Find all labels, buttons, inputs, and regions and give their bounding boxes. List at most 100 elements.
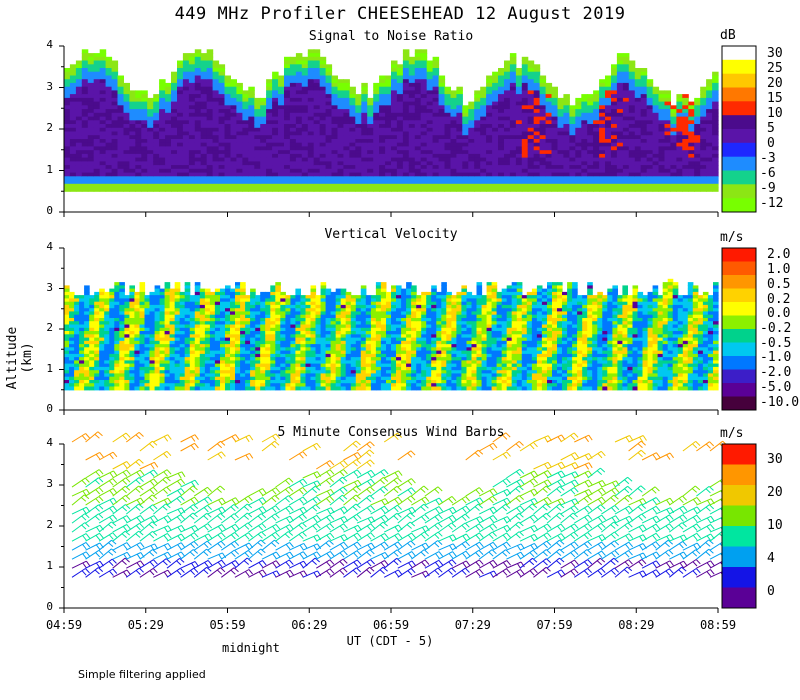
velocity-cell xyxy=(225,366,231,371)
snr-cell xyxy=(165,131,172,136)
snr-cell xyxy=(75,183,83,189)
velocity-cell xyxy=(144,386,151,391)
snr-cell xyxy=(438,135,446,140)
velocity-cell xyxy=(255,344,261,348)
snr-cell xyxy=(385,101,392,106)
snr-cell xyxy=(373,116,380,121)
snr-cell xyxy=(230,183,237,189)
velocity-cell xyxy=(220,344,226,348)
snr-cell xyxy=(99,139,107,144)
velocity-cell xyxy=(114,360,120,365)
snr-cell xyxy=(99,120,107,125)
snr-cell xyxy=(117,124,124,129)
velocity-cell xyxy=(275,311,281,316)
snr-cell xyxy=(676,161,683,166)
velocity-cell xyxy=(275,370,281,375)
snr-cell xyxy=(486,101,493,106)
velocity-cell xyxy=(235,383,241,388)
snr-cell xyxy=(75,153,83,159)
snr-cell xyxy=(391,161,398,166)
velocity-cell xyxy=(164,376,171,381)
velocity-cell xyxy=(89,383,95,388)
snr-cell xyxy=(468,168,475,174)
snr-cell xyxy=(289,86,297,91)
snr-cell xyxy=(301,94,309,99)
snr-cell xyxy=(99,187,107,192)
velocity-cell xyxy=(69,376,75,381)
snr-cell xyxy=(194,187,202,192)
snr-cell xyxy=(700,187,707,192)
snr-cell xyxy=(343,139,350,144)
snr-cell xyxy=(557,183,564,189)
snr-cell xyxy=(355,109,362,114)
velocity-cell xyxy=(255,363,261,368)
velocity-cell xyxy=(99,308,105,313)
velocity-cell xyxy=(295,291,301,296)
velocity-cell xyxy=(265,363,271,368)
velocity-cell xyxy=(159,314,166,319)
velocity-cell xyxy=(104,357,110,361)
snr-cell xyxy=(498,183,505,189)
velocity-cell xyxy=(149,334,156,339)
snr-cell xyxy=(616,131,624,136)
snr-cell xyxy=(224,82,231,88)
snr-cell xyxy=(325,97,333,103)
snr-cell xyxy=(450,161,457,166)
snr-cell xyxy=(159,120,166,125)
snr-cell xyxy=(272,109,279,114)
snr-cell xyxy=(153,94,160,99)
velocity-cell xyxy=(154,383,161,388)
velocity-cell xyxy=(169,327,176,332)
snr-cell xyxy=(159,168,166,174)
snr-cell xyxy=(474,90,481,95)
snr-cell xyxy=(575,142,582,147)
snr-cell xyxy=(69,116,77,121)
velocity-cell xyxy=(139,340,146,345)
velocity-cell xyxy=(209,298,216,303)
velocity-cell xyxy=(134,363,140,368)
velocity-cell xyxy=(295,363,301,368)
snr-cell xyxy=(254,183,261,189)
snr-cell xyxy=(147,139,154,144)
snr-cell xyxy=(301,142,309,147)
snr-cell xyxy=(319,168,327,174)
snr-cell xyxy=(153,142,160,147)
snr-cell xyxy=(432,142,440,147)
velocity-cell xyxy=(285,350,291,355)
snr-cell xyxy=(569,168,576,174)
velocity-cell xyxy=(194,370,201,375)
snr-cell xyxy=(408,150,416,155)
snr-cell xyxy=(444,180,451,185)
snr-cell xyxy=(349,105,356,110)
snr-cell xyxy=(117,82,124,88)
velocity-cell xyxy=(154,291,161,296)
snr-cell xyxy=(254,187,261,192)
snr-cell xyxy=(212,60,220,65)
snr-cell xyxy=(498,90,505,95)
snr-cell xyxy=(521,187,529,192)
snr-cell xyxy=(593,97,600,103)
snr-cell xyxy=(105,60,113,65)
snr-cell xyxy=(236,135,243,140)
snr-cell xyxy=(248,176,255,181)
snr-cell xyxy=(605,180,612,185)
velocity-cell xyxy=(240,340,246,345)
snr-cell xyxy=(402,135,410,140)
snr-cell xyxy=(248,124,255,129)
velocity-cell xyxy=(194,318,201,322)
snr-cell xyxy=(278,94,285,99)
velocity-cell xyxy=(144,340,151,345)
snr-cell xyxy=(515,94,523,99)
snr-cell xyxy=(426,68,434,73)
snr-cell xyxy=(438,109,446,114)
velocity-cell xyxy=(79,314,85,319)
panel-1 xyxy=(59,45,757,217)
snr-cell xyxy=(349,153,356,159)
velocity-cell xyxy=(109,353,115,358)
snr-cell xyxy=(284,183,291,189)
snr-cell xyxy=(706,109,713,114)
snr-cell xyxy=(498,187,505,192)
snr-cell xyxy=(230,139,237,144)
snr-cell xyxy=(605,86,612,91)
snr-cell xyxy=(498,180,505,185)
